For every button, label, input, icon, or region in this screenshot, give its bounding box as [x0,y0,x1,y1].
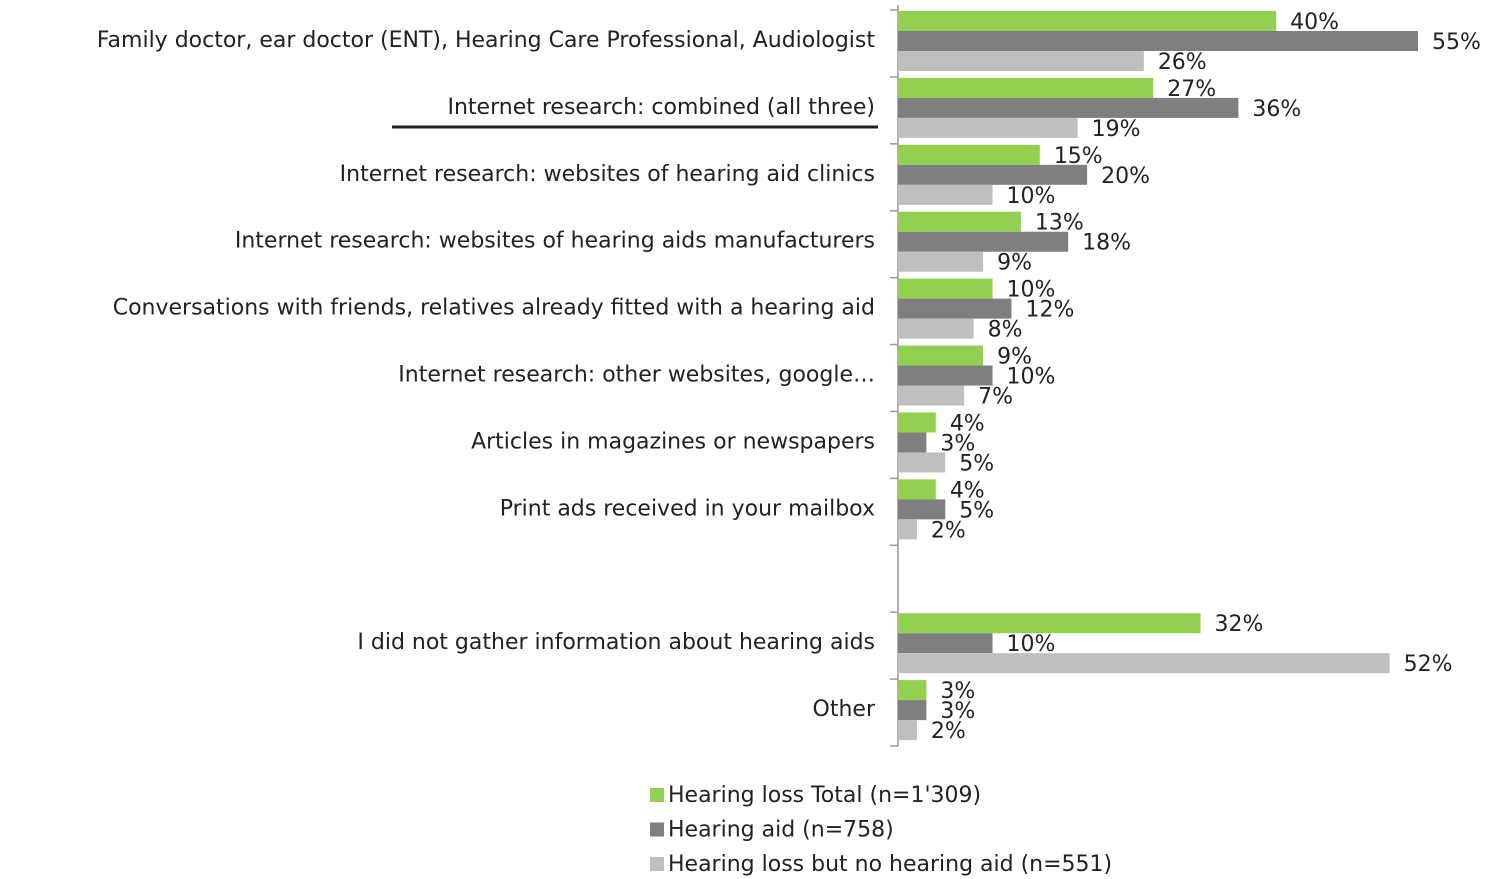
category-label: Internet research: other websites, googl… [398,363,875,388]
bar [898,653,1390,674]
category-label: I did not gather information about heari… [357,630,875,655]
bar [898,412,936,433]
bar [898,11,1277,31]
bar [898,251,984,272]
category-label: Other [813,697,876,722]
bar [898,499,946,520]
bar [898,613,1201,634]
value-label: 19% [1092,117,1141,142]
value-label: 40% [1290,10,1339,35]
value-label: 18% [1082,231,1131,256]
bar [898,345,984,366]
value-label: 15% [1054,144,1103,169]
category-label: Articles in magazines or newspapers [471,429,875,454]
legend-swatch [650,857,664,871]
value-label: 52% [1404,652,1453,677]
value-label: 9% [997,251,1032,276]
bar [898,452,946,473]
category-label: Internet research: combined (all three) [448,95,876,120]
legend-label: Hearing loss Total (n=1'309) [668,783,981,808]
value-label: 9% [997,345,1032,370]
bar [898,365,993,386]
value-label: 10% [1007,278,1056,303]
bar [898,633,993,654]
value-label: 2% [931,719,966,744]
bar [898,432,927,453]
value-label: 3% [940,699,975,724]
category-label: Family doctor, ear doctor (ENT), Hearing… [97,28,875,53]
bar [898,318,974,339]
bar [898,117,1078,138]
bar [898,31,1418,51]
value-label: 55% [1432,30,1481,55]
value-label: 10% [1007,184,1056,209]
value-label: 2% [931,518,966,543]
category-label: Internet research: websites of hearing a… [235,229,875,254]
bar [898,278,993,299]
legend-swatch [650,788,664,802]
bar [898,51,1144,71]
value-label: 3% [940,679,975,704]
value-label: 32% [1215,612,1264,637]
bar [898,231,1069,252]
bar [898,385,965,406]
category-label: Internet research: websites of hearing a… [340,162,875,187]
bar [898,164,1088,185]
value-label: 27% [1167,77,1216,102]
bar [898,680,927,701]
value-label: 36% [1252,97,1301,122]
bar [898,720,917,741]
value-label: 8% [988,318,1023,343]
bar [898,700,927,721]
bar [898,479,936,500]
value-label: 26% [1158,50,1207,75]
value-label: 20% [1101,164,1150,189]
legend-swatch [650,822,664,837]
value-label: 13% [1035,211,1084,236]
legend-label: Hearing loss but no hearing aid (n=551) [668,852,1112,877]
value-label: 10% [1007,632,1056,657]
value-label: 4% [950,478,985,503]
value-label: 4% [950,411,985,436]
category-label: Conversations with friends, relatives al… [113,296,875,321]
bar [898,144,1040,165]
bar [898,77,1154,98]
value-label: 5% [959,498,994,523]
value-label: 10% [1007,365,1056,390]
category-label: Print ads received in your mailbox [500,496,875,521]
bar [898,97,1239,118]
value-label: 3% [940,431,975,456]
value-label: 12% [1025,298,1074,323]
value-label: 7% [978,385,1013,410]
value-label: 5% [959,451,994,476]
bar [898,184,993,205]
legend-label: Hearing aid (n=758) [668,818,894,843]
bar [898,519,917,540]
bar [898,211,1021,232]
bar [898,298,1012,319]
